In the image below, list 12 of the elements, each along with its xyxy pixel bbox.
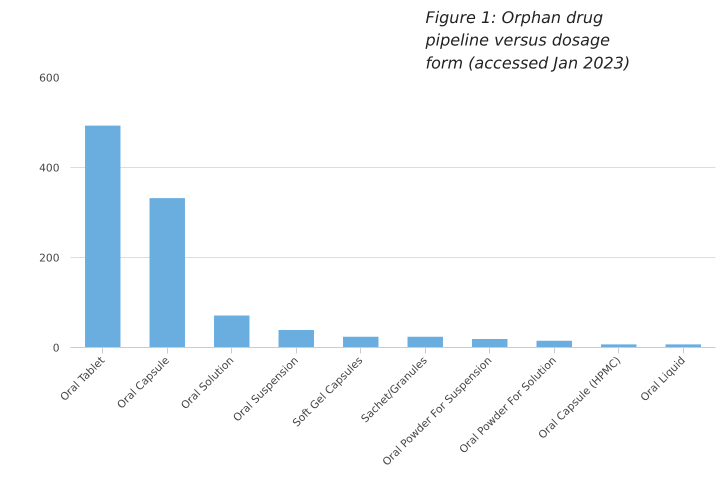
bar	[472, 338, 508, 348]
bar	[343, 336, 378, 348]
y-tick-label: 600	[39, 72, 60, 84]
y-tick-label: 0	[52, 342, 60, 354]
bar	[214, 316, 250, 348]
bar	[408, 336, 443, 348]
y-tick-label: 200	[39, 252, 60, 264]
bar	[150, 198, 185, 348]
bar	[278, 330, 314, 348]
y-tick-label: 400	[39, 162, 60, 174]
chart-title: Figure 1: Orphan drug pipeline versus dosage form (accessed Jan 2023)	[424, 8, 630, 72]
bar	[85, 126, 120, 348]
